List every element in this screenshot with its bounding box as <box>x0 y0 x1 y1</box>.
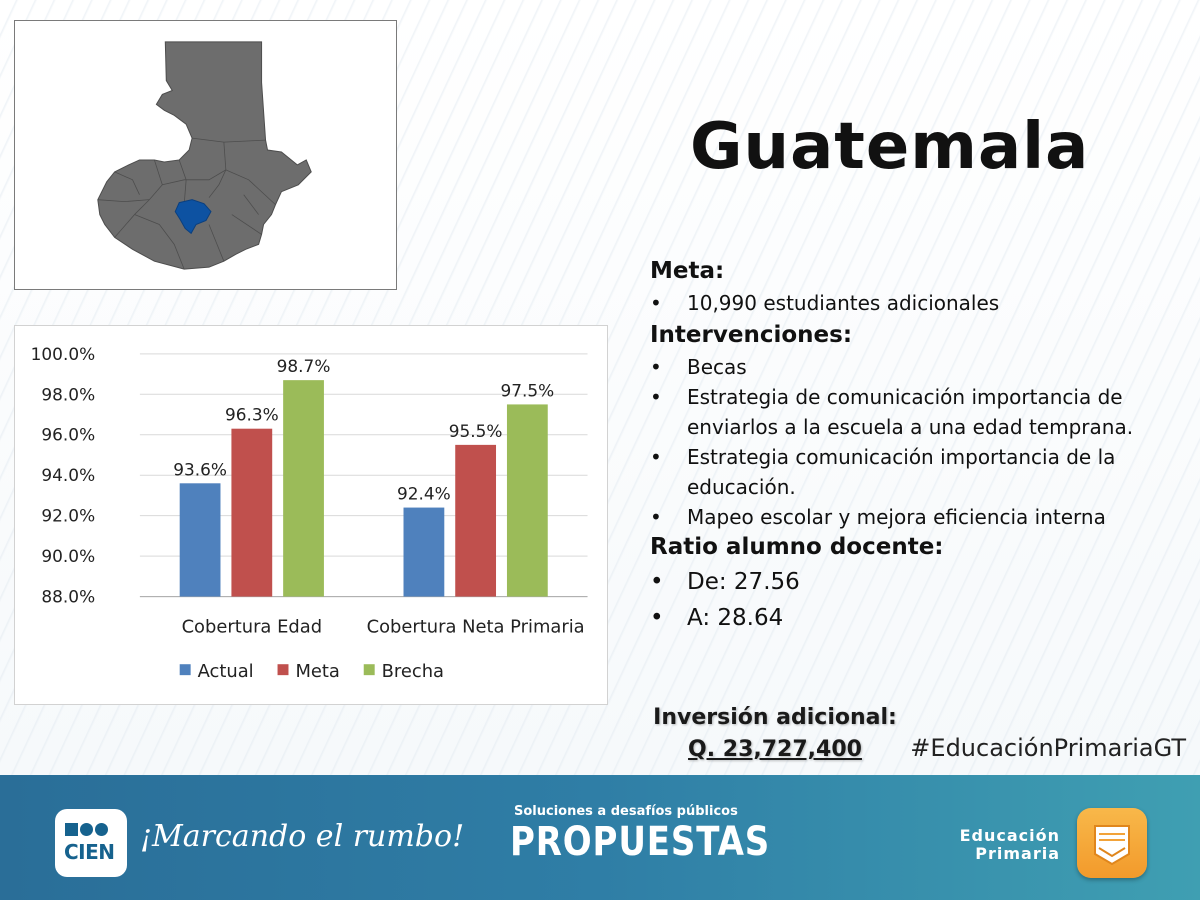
list-item: Mapeo escolar y mejora eficiencia intern… <box>650 502 1190 532</box>
data-label: 97.5% <box>500 380 554 400</box>
logo-text: CIEN <box>64 840 115 864</box>
x-tick-label: Cobertura Neta Primaria <box>367 616 585 637</box>
interventions-list: Becas Estrategia de comunicación importa… <box>650 352 1190 532</box>
y-tick-label: 98.0% <box>41 384 95 404</box>
list-item: Estrategia comunicación importancia de l… <box>650 442 1190 502</box>
investment-block: Inversión adicional: Q. 23,727,400 <box>640 702 910 766</box>
map-svg <box>97 41 312 270</box>
education-label: Educación Primaria <box>960 827 1060 863</box>
data-label: 95.5% <box>449 421 503 441</box>
hashtag: #EducaciónPrimariaGT <box>910 734 1186 762</box>
footer-banner: CIEN ¡Marcando el rumbo! Soluciones a de… <box>0 775 1200 900</box>
list-item: De: 27.56 <box>650 564 1190 600</box>
education-label-line2: Primaria <box>975 844 1060 863</box>
data-label: 96.3% <box>225 405 279 425</box>
chart-svg: 88.0% 90.0% 92.0% 94.0% 96.0% 98.0% 100.0% 93.6… <box>31 344 588 682</box>
investment-label: Inversión adicional: <box>653 705 897 730</box>
y-tick-label: 100.0% <box>31 344 95 364</box>
ratio-heading: Ratio alumno docente: <box>650 534 944 560</box>
meta-heading: Meta: <box>650 258 725 284</box>
education-app-icon <box>1077 808 1147 878</box>
y-tick-label: 88.0% <box>41 587 95 607</box>
y-tick-label: 92.0% <box>41 506 95 526</box>
list-item: Becas <box>650 352 1190 382</box>
investment-amount: Q. 23,727,400 <box>688 737 862 762</box>
country-shape <box>97 41 312 270</box>
bar <box>455 444 497 597</box>
coverage-bar-chart: 88.0% 90.0% 92.0% 94.0% 96.0% 98.0% 100.0% 93.6… <box>14 325 608 705</box>
data-label: 93.6% <box>173 459 227 479</box>
x-tick-label: Cobertura Edad <box>182 616 323 637</box>
data-label: 98.7% <box>277 356 331 376</box>
y-tick-label: 96.0% <box>41 425 95 445</box>
legend-label: Brecha <box>382 661 444 682</box>
logo-dots-icon <box>65 823 110 841</box>
bar <box>283 380 324 597</box>
legend-label: Actual <box>198 661 254 682</box>
meta-list: 10,990 estudiantes adicionales <box>650 288 1190 318</box>
legend-label: Meta <box>295 661 339 682</box>
info-panel: Meta: 10,990 estudiantes adicionales Int… <box>650 258 1190 636</box>
slogan: ¡Marcando el rumbo! <box>140 819 465 854</box>
bar <box>506 404 548 597</box>
cien-logo: CIEN <box>55 809 127 877</box>
data-label: 92.4% <box>397 484 451 504</box>
education-label-line1: Educación <box>959 826 1060 845</box>
list-item: A: 28.64 <box>650 600 1190 636</box>
list-item: Estrategia de comunicación importancia d… <box>650 382 1190 442</box>
list-item: 10,990 estudiantes adicionales <box>650 288 1190 318</box>
propuestas-title: PROPUESTAS <box>510 819 771 865</box>
interventions-heading: Intervenciones: <box>650 322 853 348</box>
legend-swatch <box>179 664 191 676</box>
page-title: Guatemala <box>690 110 1090 184</box>
guatemala-map <box>14 20 397 290</box>
highlighted-department <box>174 199 212 235</box>
y-tick-label: 94.0% <box>41 465 95 485</box>
legend-swatch <box>277 664 289 676</box>
bar <box>403 507 445 597</box>
bar <box>179 483 221 597</box>
y-tick-label: 90.0% <box>41 546 95 566</box>
department-borders <box>97 137 276 270</box>
legend-swatch <box>363 664 375 676</box>
ratio-list: De: 27.56 A: 28.64 <box>650 564 1190 636</box>
bar <box>231 428 273 597</box>
propuestas-subtitle: Soluciones a desafíos públicos <box>514 804 738 819</box>
